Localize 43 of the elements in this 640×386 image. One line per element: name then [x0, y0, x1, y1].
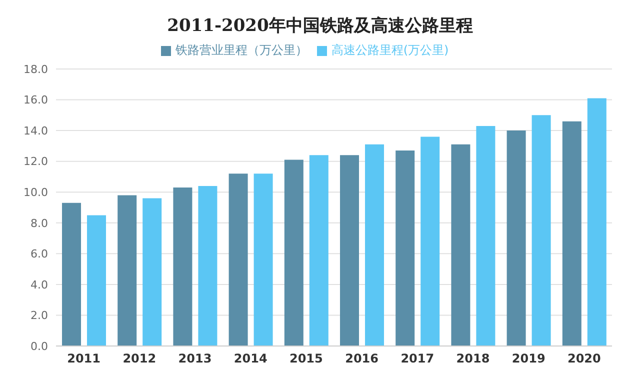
x-tick-label: 2015 [289, 352, 323, 366]
x-tick-label: 2014 [234, 352, 268, 366]
bar [476, 126, 496, 346]
legend-label: 铁路营业里程（万公里） [175, 43, 308, 57]
y-tick-label: 12.0 [24, 155, 48, 168]
bar [142, 198, 162, 346]
bar [254, 174, 273, 346]
y-tick-label: 0.0 [30, 340, 48, 353]
y-tick-label: 18.0 [24, 62, 48, 76]
bar [396, 150, 415, 346]
bar [284, 160, 304, 346]
bar [340, 155, 359, 346]
bar [420, 136, 440, 346]
bar [587, 98, 606, 346]
bar [562, 121, 582, 346]
bar [532, 115, 551, 346]
bar [198, 186, 218, 346]
bar [365, 144, 384, 346]
x-tick-label: 2012 [122, 352, 156, 366]
bar [451, 144, 470, 346]
y-tick-label: 8.0 [30, 216, 48, 230]
y-tick-label: 16.0 [24, 94, 48, 107]
x-tick-label: 2016 [345, 352, 379, 366]
x-tick-label: 2019 [512, 352, 546, 366]
bar [173, 187, 192, 346]
x-tick-label: 2017 [400, 352, 434, 366]
legend-label: 高速公路里程(万公里) [331, 43, 449, 57]
x-tick-label: 2013 [178, 352, 212, 366]
bar [62, 202, 81, 346]
y-tick-label: 6.0 [30, 248, 48, 261]
bar [506, 130, 526, 346]
y-tick-label: 14.0 [24, 124, 48, 138]
y-tick-label: 2.0 [30, 309, 48, 322]
x-tick-label: 2020 [567, 352, 601, 366]
bar [228, 174, 248, 346]
x-tick-label: 2011 [67, 352, 101, 366]
chart-title: 2011-2020年中国铁路及高速公路里程 [166, 15, 474, 38]
bar [87, 215, 106, 346]
x-tick-label: 2018 [456, 352, 490, 366]
y-tick-label: 10.0 [24, 186, 48, 200]
y-tick-label: 4.0 [30, 278, 48, 292]
bar [118, 195, 137, 346]
bar [309, 155, 328, 346]
